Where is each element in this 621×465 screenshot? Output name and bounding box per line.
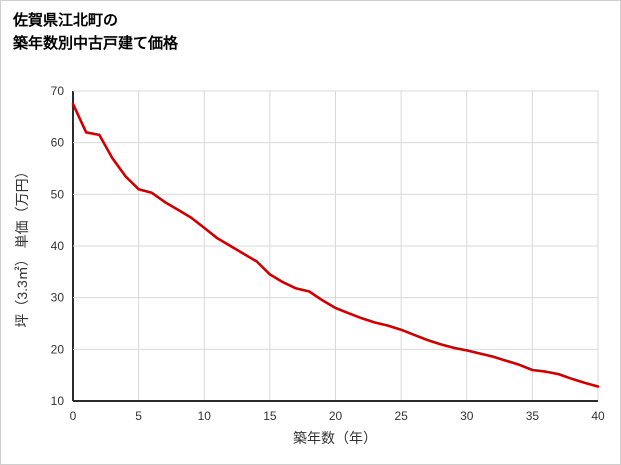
x-tick-label: 30 (460, 409, 474, 423)
y-tick-label: 70 (51, 84, 65, 98)
y-tick-label: 30 (51, 291, 65, 305)
x-tick-label: 10 (198, 409, 212, 423)
x-tick-label: 25 (394, 409, 408, 423)
x-tick-label: 40 (591, 409, 605, 423)
price-line (71, 102, 600, 388)
y-tick-label: 60 (51, 136, 65, 150)
y-tick-label: 40 (51, 239, 65, 253)
y-tick-label: 10 (51, 394, 65, 408)
chart-title: 佐賀県江北町の 築年数別中古戸建て価格 (13, 12, 179, 52)
x-axis-title: 築年数（年） (293, 430, 377, 446)
y-axis-title: 坪（3.3㎡） 単価（万円） (14, 164, 30, 327)
x-tick-label: 0 (70, 409, 77, 423)
gridlines (72, 90, 599, 402)
x-tick-label: 35 (526, 409, 540, 423)
x-tick-label: 5 (135, 409, 142, 423)
y-tick-label: 20 (51, 342, 65, 356)
y-tick-labels: 10 20 30 40 50 60 70 (51, 84, 65, 408)
y-tick-label: 50 (51, 187, 65, 201)
x-tick-label: 15 (263, 409, 277, 423)
x-tick-label: 20 (329, 409, 343, 423)
x-tick-labels: 0 5 10 15 20 25 30 35 40 (70, 409, 605, 423)
